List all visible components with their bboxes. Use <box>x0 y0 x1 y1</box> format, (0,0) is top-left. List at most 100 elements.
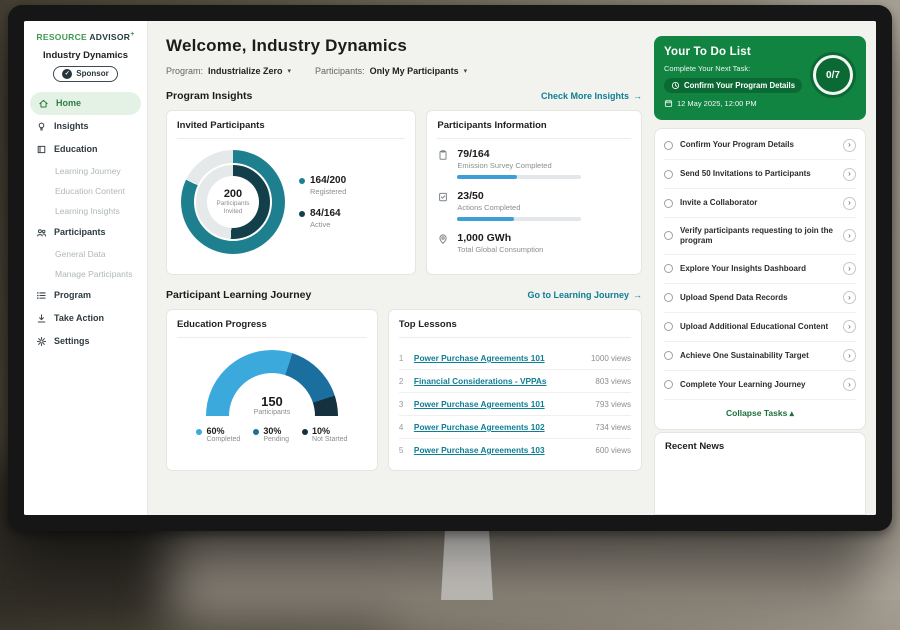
sidebar-item-education-content[interactable]: Education Content <box>55 185 125 196</box>
section-title-learning-journey: Participant Learning Journey <box>166 289 312 301</box>
program-select[interactable]: Program: Industrialize Zero ▾ <box>166 66 292 76</box>
task-checkbox[interactable] <box>664 351 673 361</box>
actions-completed-progressbar <box>457 217 582 221</box>
page-title: Welcome, Industry Dynamics <box>166 36 408 55</box>
lesson-link[interactable]: Power Purchase Agreements 103 <box>413 445 545 455</box>
legend-not-started: 10% Not Started <box>302 426 347 443</box>
lesson-row: 5 Power Purchase Agreements 103 600 view… <box>398 445 631 455</box>
sidebar-item-settings[interactable]: Settings <box>24 330 147 353</box>
next-task-time: 12 May 2025, 12:00 PM <box>664 99 856 108</box>
content-area: Welcome, Industry Dynamics Program: Indu… <box>148 21 876 515</box>
recent-news-card: Recent News <box>654 431 866 515</box>
sidebar-item-program[interactable]: Program <box>24 284 147 307</box>
emission-survey-progressbar <box>457 175 582 179</box>
task-row-achieve-target[interactable]: Achieve One Sustainability Target › <box>664 342 856 371</box>
chevron-right-icon[interactable]: › <box>843 378 856 392</box>
check-more-insights-link[interactable]: Check More Insights → <box>540 91 642 101</box>
lesson-link[interactable]: Power Purchase Agreements 101 <box>413 399 545 409</box>
sidebar-item-general-data[interactable]: General Data <box>55 248 106 259</box>
sidebar-item-take-action[interactable]: Take Action <box>24 307 147 330</box>
actions-completed-row: 23/50 Actions Completed <box>437 190 631 221</box>
task-checkbox[interactable] <box>664 293 673 303</box>
task-row-verify-participants[interactable]: Verify participants requesting to join t… <box>664 218 856 255</box>
go-to-learning-journey-link[interactable]: Go to Learning Journey → <box>527 290 642 300</box>
task-row-send-invitations[interactable]: Send 50 Invitations to Participants › <box>664 160 856 189</box>
task-checkbox[interactable] <box>664 198 673 208</box>
task-checkbox[interactable] <box>664 322 673 332</box>
lesson-row: 2 Financial Considerations - VPPAs 803 v… <box>398 370 631 393</box>
lesson-link[interactable]: Financial Considerations - VPPAs <box>413 376 547 386</box>
top-lessons-card: Top Lessons 1 Power Purchase Agreements … <box>387 309 642 471</box>
list-icon <box>37 291 46 299</box>
arrow-right-icon: → <box>633 91 642 101</box>
chevron-right-icon[interactable]: › <box>843 167 856 181</box>
chevron-right-icon[interactable]: › <box>843 196 856 210</box>
chevron-down-icon: ▾ <box>287 68 292 75</box>
sidebar-item-learning-insights[interactable]: Learning Insights <box>55 205 120 216</box>
legend-registered: 164/200 Registered <box>299 175 346 196</box>
sidebar: RESOURCE ADVISOR+ Industry Dynamics ✓ Sp… <box>24 21 148 515</box>
education-progress-gauge-chart: 150 Participants <box>205 350 338 416</box>
gear-icon <box>36 336 47 346</box>
legend-active: 84/164 Active <box>299 208 346 229</box>
sidebar-nav: Home Insights Education Learning Journey… <box>24 91 147 353</box>
collapse-tasks-link[interactable]: Collapse Tasks ▴ <box>726 407 794 418</box>
lesson-row: 1 Power Purchase Agreements 101 1000 vie… <box>398 347 631 370</box>
participants-information-card: Participants Information 79/164 Emission… <box>426 110 642 275</box>
people-icon <box>37 229 47 237</box>
task-row-complete-learning-journey[interactable]: Complete Your Learning Journey › <box>664 371 856 400</box>
chevron-right-icon[interactable]: › <box>843 349 856 363</box>
invited-participants-donut-chart: 200 Participants Invited <box>181 150 285 254</box>
bulb-icon <box>38 122 45 131</box>
chevron-right-icon[interactable]: › <box>843 138 856 152</box>
gauge-center-value: 150 <box>261 394 283 409</box>
consumption-row: 1,000 GWh Total Global Consumption <box>437 232 631 254</box>
task-row-explore-insights[interactable]: Explore Your Insights Dashboard › <box>664 255 856 284</box>
task-checkbox[interactable] <box>664 140 673 150</box>
gauge-center-label: Participants <box>253 409 291 416</box>
arrow-right-icon: → <box>633 290 642 300</box>
chevron-right-icon[interactable]: › <box>843 229 856 243</box>
sidebar-item-insights[interactable]: Insights <box>24 115 147 138</box>
gauge-legend: 60% Completed 30% Pending <box>196 426 347 443</box>
location-pin-icon <box>439 234 448 244</box>
book-icon <box>37 145 46 153</box>
task-checkbox[interactable] <box>664 169 673 179</box>
todo-header-card: Your To Do List Complete Your Next Task:… <box>654 36 866 120</box>
app-logo: RESOURCE ADVISOR+ <box>36 31 135 42</box>
legend-completed: 60% Completed <box>196 426 240 443</box>
chevron-right-icon[interactable]: › <box>843 291 856 305</box>
task-row-invite-collaborator[interactable]: Invite a Collaborator › <box>664 189 856 218</box>
clock-icon <box>671 81 680 90</box>
task-row-upload-educational-content[interactable]: Upload Additional Educational Content › <box>664 313 856 342</box>
donut-legend: 164/200 Registered 84/164 Active <box>299 175 346 229</box>
filter-bar: Program: Industrialize Zero ▾ Participan… <box>166 66 642 76</box>
sidebar-item-manage-participants[interactable]: Manage Participants <box>55 268 133 279</box>
download-icon <box>37 314 46 323</box>
sidebar-item-home[interactable]: Home <box>30 91 141 115</box>
task-checkbox[interactable] <box>664 380 673 390</box>
home-icon <box>39 99 48 108</box>
chevron-right-icon[interactable]: › <box>843 262 856 276</box>
legend-pending: 30% Pending <box>253 426 289 443</box>
sidebar-item-learning-journey[interactable]: Learning Journey <box>55 165 121 176</box>
background-desk <box>170 515 860 625</box>
next-task-pill[interactable]: Confirm Your Program Details <box>664 78 803 93</box>
sponsor-badge: ✓ Sponsor <box>53 65 118 82</box>
lesson-row: 3 Power Purchase Agreements 101 793 view… <box>398 393 631 416</box>
lesson-link[interactable]: Power Purchase Agreements 101 <box>413 353 545 363</box>
sidebar-item-education[interactable]: Education <box>24 138 147 161</box>
org-name: Industry Dynamics <box>43 49 128 61</box>
todo-panel: Your To Do List Complete Your Next Task:… <box>654 21 876 515</box>
sidebar-item-participants[interactable]: Participants <box>24 221 147 244</box>
task-row-confirm-program[interactable]: Confirm Your Program Details › <box>664 131 856 160</box>
survey-icon <box>439 150 447 160</box>
lesson-link[interactable]: Power Purchase Agreements 102 <box>413 422 545 432</box>
participants-select[interactable]: Participants: Only My Participants ▾ <box>315 66 468 76</box>
chevron-right-icon[interactable]: › <box>843 320 856 334</box>
task-checkbox[interactable] <box>664 231 673 241</box>
task-row-upload-spend-data[interactable]: Upload Spend Data Records › <box>664 284 856 313</box>
monitor-stand <box>441 527 493 600</box>
sponsor-icon: ✓ <box>62 68 73 79</box>
task-checkbox[interactable] <box>664 264 673 274</box>
